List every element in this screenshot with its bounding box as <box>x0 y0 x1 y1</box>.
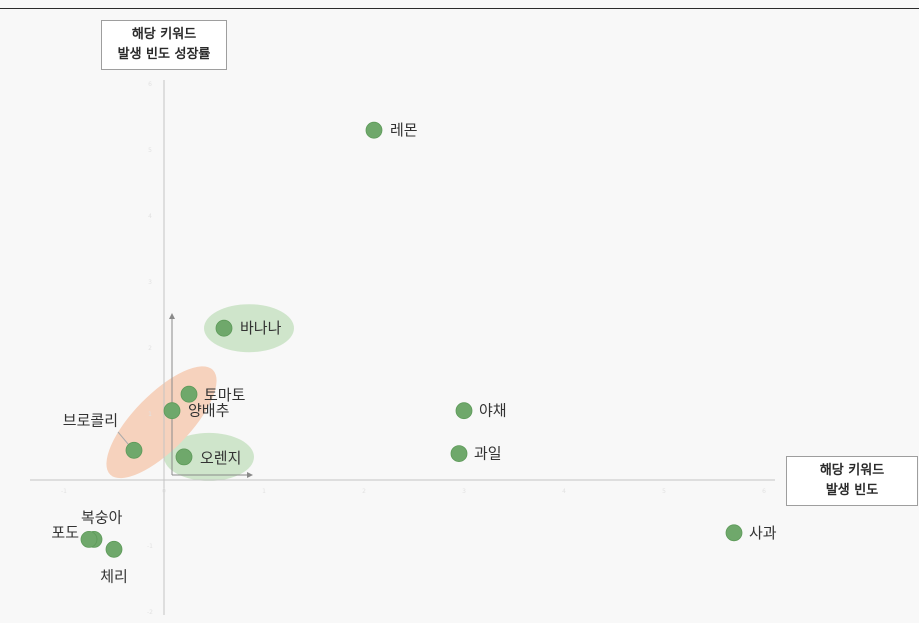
highlight-group <box>204 304 294 353</box>
data-point <box>725 524 743 542</box>
label-connector <box>117 431 131 447</box>
x-tick-label: 5 <box>662 488 666 495</box>
data-point <box>80 531 98 548</box>
data-point <box>105 540 123 558</box>
point-label: 야채 <box>479 402 507 420</box>
x-tick-label: 1 <box>262 488 266 495</box>
data-point <box>450 445 468 463</box>
point-label: 사과 <box>749 524 777 542</box>
axes-layer: -1 0 1 2 3 4 5 6 -2 -1 1 2 3 4 5 6 <box>30 80 775 616</box>
y-axis-title: 해당 키워드 발생 빈도 성장률 <box>101 20 227 70</box>
point-label: 복숭아 <box>81 508 123 526</box>
y-tick-label: 1 <box>148 411 152 418</box>
data-point <box>125 441 143 459</box>
y-tick-label: 2 <box>148 345 152 352</box>
y-tick-label: -2 <box>147 609 153 616</box>
point-label: 레몬 <box>390 121 418 139</box>
data-point <box>180 385 198 403</box>
y-tick-label: -1 <box>147 543 153 550</box>
x-axis-title: 해당 키워드 발생 빈도 <box>786 456 918 506</box>
point-label: 바나나 <box>240 319 282 337</box>
x-tick-label: 4 <box>562 488 566 495</box>
data-point <box>163 402 181 420</box>
data-point <box>175 448 193 466</box>
point-label: 오렌지 <box>200 449 241 467</box>
point-label: 체리 <box>100 567 128 585</box>
data-point <box>365 121 383 139</box>
point-label: 브로콜리 <box>63 411 118 429</box>
point-label: 포도 <box>51 523 79 541</box>
x-tick-label: -1 <box>61 488 67 495</box>
point-label: 양배추 <box>188 402 229 420</box>
x-tick-label: 2 <box>362 488 366 495</box>
point-label: 과일 <box>474 445 502 463</box>
y-tick-label: 3 <box>148 279 152 286</box>
y-tick-label: 5 <box>148 147 152 154</box>
y-tick-label: 4 <box>148 213 152 220</box>
top-divider <box>0 8 919 9</box>
point-label: 토마토 <box>204 386 246 404</box>
x-tick-label: 0 <box>162 488 166 495</box>
x-tick-label: 3 <box>462 488 466 495</box>
data-point <box>215 319 233 337</box>
highlight-group <box>164 432 254 481</box>
data-point <box>455 402 473 420</box>
x-tick-label: 6 <box>762 488 766 495</box>
y-tick-label: 6 <box>148 81 152 88</box>
